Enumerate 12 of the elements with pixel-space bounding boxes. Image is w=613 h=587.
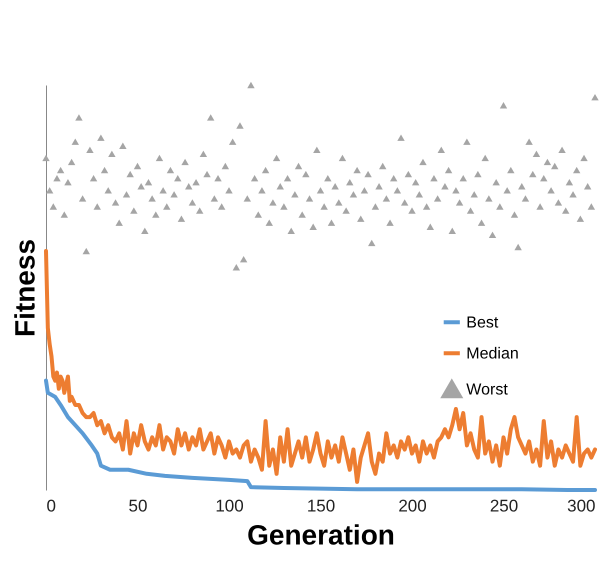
x-tick-label: 50	[128, 496, 148, 516]
x-axis-title: Generation	[247, 520, 395, 550]
x-tick-label: 300	[567, 496, 596, 516]
legend-label: Best	[466, 314, 499, 332]
x-tick-label: 150	[306, 496, 336, 516]
legend-label: Median	[466, 345, 519, 362]
x-tick-label: 100	[215, 496, 244, 516]
x-tick-label: 250	[490, 496, 518, 516]
legend-label: Worst	[466, 381, 508, 398]
x-tick-label: 200	[398, 496, 427, 516]
x-tick-label: 0	[46, 496, 56, 516]
y-axis-title: Fitness	[10, 238, 40, 338]
